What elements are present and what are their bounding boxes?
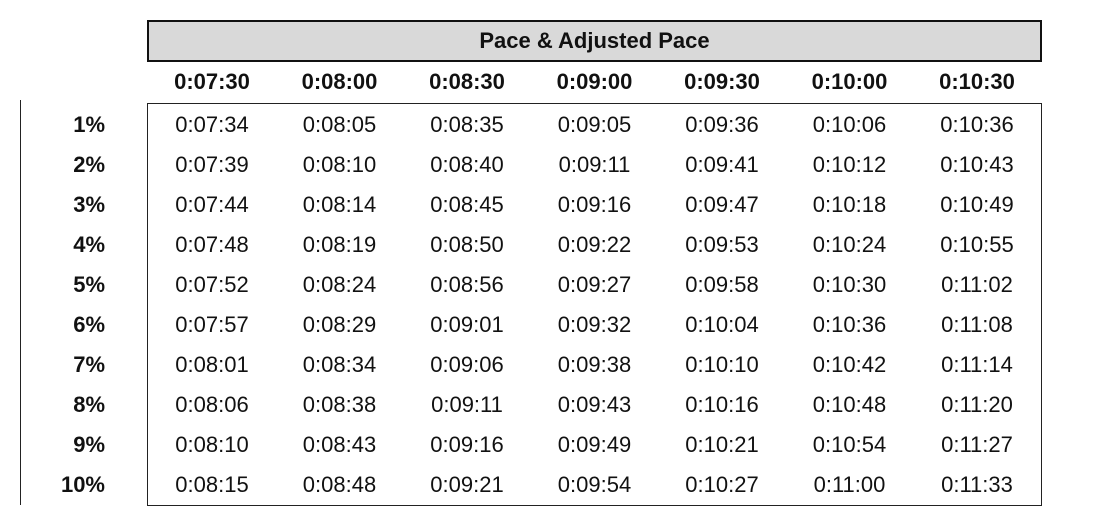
table-cell: 0:09:22: [557, 232, 632, 257]
column-header: 0:09:30: [684, 69, 760, 94]
row-label: 5%: [73, 272, 105, 297]
table-cell: 0:08:43: [302, 432, 377, 457]
table-cell: 0:10:10: [685, 352, 759, 377]
table-cell: 0:09:27: [557, 272, 632, 297]
row-label: 6%: [73, 312, 105, 337]
column-header: 0:10:30: [939, 69, 1015, 94]
table-cell: 0:09:11: [431, 392, 503, 417]
column-header: 0:08:30: [429, 69, 505, 94]
table-cell: 0:10:48: [812, 392, 887, 417]
table-body-border: [147, 103, 1042, 506]
table-cell: 0:07:39: [175, 152, 249, 177]
table-cell: 0:11:00: [813, 472, 886, 497]
table-title: Pace & Adjusted Pace: [147, 20, 1042, 62]
table-cell: 0:10:30: [812, 272, 887, 297]
table-cell: 0:09:32: [557, 312, 632, 337]
table-cell: 0:10:49: [940, 192, 1014, 217]
table-cell: 0:08:01: [175, 352, 249, 377]
table-cell: 0:08:50: [430, 232, 504, 257]
row-label: 2%: [73, 152, 105, 177]
table-cell: 0:08:29: [302, 312, 377, 337]
table-cell: 0:07:34: [175, 112, 249, 137]
table-cell: 0:08:24: [302, 272, 377, 297]
column-header: 0:09:00: [556, 69, 633, 94]
table-cell: 0:08:05: [302, 112, 377, 137]
table-cell: 0:09:41: [685, 152, 759, 177]
table-cell: 0:09:38: [557, 352, 632, 377]
left-rule: [20, 100, 21, 505]
table-cell: 0:08:14: [302, 192, 377, 217]
table-cell: 0:09:36: [685, 112, 759, 137]
column-header: 0:07:30: [174, 69, 250, 94]
table-cell: 0:09:06: [430, 352, 504, 377]
table-cell: 0:07:57: [175, 312, 249, 337]
table-cell: 0:10:36: [812, 312, 887, 337]
table-cell: 0:10:18: [812, 192, 887, 217]
table-cell: 0:08:06: [175, 392, 249, 417]
column-header: 0:08:00: [301, 69, 378, 94]
row-label: 10%: [60, 472, 105, 497]
table-cell: 0:09:01: [430, 312, 504, 337]
table-cell: 0:10:12: [812, 152, 887, 177]
table-cell: 0:09:49: [557, 432, 632, 457]
table-cell: 0:10:21: [685, 432, 759, 457]
table-cell: 0:08:34: [302, 352, 377, 377]
table-cell: 0:09:58: [685, 272, 759, 297]
table-cell: 0:10:06: [812, 112, 887, 137]
table-cell: 0:10:43: [940, 152, 1014, 177]
table-cell: 0:08:40: [430, 152, 504, 177]
row-label: 3%: [73, 192, 105, 217]
row-label: 4%: [73, 232, 105, 257]
table-cell: 0:08:10: [302, 152, 377, 177]
table-cell: 0:11:20: [941, 392, 1013, 417]
table-cell: 0:09:05: [557, 112, 632, 137]
table-cell: 0:09:43: [557, 392, 632, 417]
table-cell: 0:09:54: [557, 472, 632, 497]
table-cell: 0:09:16: [557, 192, 632, 217]
table-cell: 0:10:42: [812, 352, 887, 377]
table-cell: 0:09:21: [430, 472, 504, 497]
table-cell: 0:10:36: [940, 112, 1014, 137]
column-header: 0:10:00: [811, 69, 888, 94]
table-cell: 0:10:54: [812, 432, 887, 457]
table-cell: 0:11:08: [941, 312, 1013, 337]
table-cell: 0:11:33: [941, 472, 1013, 497]
table-cell: 0:10:27: [685, 472, 759, 497]
table-cell: 0:10:04: [685, 312, 759, 337]
row-label: 9%: [73, 432, 105, 457]
table-cell: 0:10:24: [812, 232, 887, 257]
table-cell: 0:07:52: [175, 272, 249, 297]
row-label: 8%: [73, 392, 105, 417]
row-label: 7%: [73, 352, 105, 377]
table-cell: 0:08:56: [430, 272, 504, 297]
table-cell: 0:08:10: [175, 432, 249, 457]
table-cell: 0:08:38: [302, 392, 377, 417]
table-cell: 0:11:27: [941, 432, 1013, 457]
table-cell: 0:08:19: [302, 232, 377, 257]
table-cell: 0:11:14: [941, 352, 1013, 377]
table-cell: 0:08:15: [175, 472, 249, 497]
table-cell: 0:09:53: [685, 232, 759, 257]
table-cell: 0:09:47: [685, 192, 759, 217]
table-cell: 0:07:48: [175, 232, 249, 257]
table-cell: 0:08:35: [430, 112, 504, 137]
row-label: 1%: [73, 112, 105, 137]
table-cell: 0:11:02: [941, 272, 1013, 297]
table-cell: 0:10:55: [940, 232, 1014, 257]
table-cell: 0:09:11: [558, 152, 631, 177]
table-cell: 0:08:45: [430, 192, 504, 217]
table-cell: 0:07:44: [175, 192, 249, 217]
table-cell: 0:09:16: [430, 432, 504, 457]
table-cell: 0:10:16: [685, 392, 759, 417]
table-cell: 0:08:48: [302, 472, 377, 497]
